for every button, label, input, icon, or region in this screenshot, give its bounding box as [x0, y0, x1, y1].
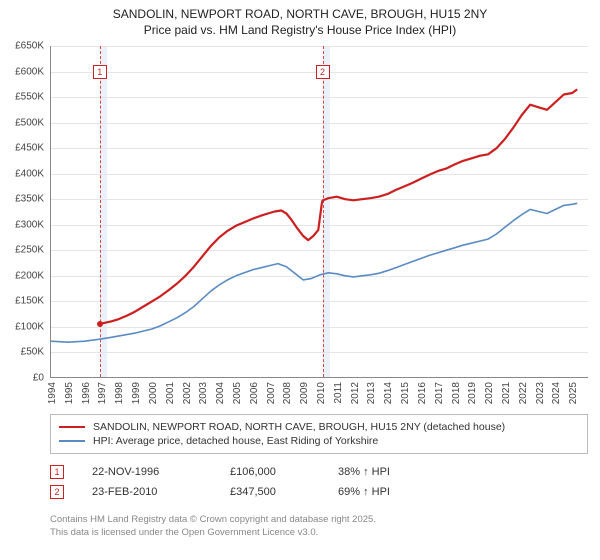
- chart-container: SANDOLIN, NEWPORT ROAD, NORTH CAVE, BROU…: [0, 0, 600, 560]
- x-axis-label: 1997: [97, 382, 108, 404]
- y-axis-label: £450K: [15, 143, 44, 154]
- y-axis-label: £350K: [15, 194, 44, 205]
- x-axis-label: 2013: [366, 382, 377, 404]
- sale-marker-box: 2: [316, 65, 330, 79]
- x-axis-label: 1998: [114, 382, 125, 404]
- y-axis-label: £400K: [15, 168, 44, 179]
- y-axis-label: £100K: [15, 321, 44, 332]
- x-axis-label: 2021: [501, 382, 512, 404]
- y-axis-label: £650K: [15, 41, 44, 52]
- footer-line-2: This data is licensed under the Open Gov…: [50, 527, 588, 540]
- legend-row-series-2: HPI: Average price, detached house, East…: [59, 434, 579, 448]
- x-axis-label: 2019: [467, 382, 478, 404]
- x-axis-label: 2004: [215, 382, 226, 404]
- plot-region: 12: [50, 46, 588, 378]
- sale-delta-1: 38% ↑ HPI: [338, 466, 390, 478]
- x-axis-label: 2000: [148, 382, 159, 404]
- y-axis-label: £200K: [15, 270, 44, 281]
- series-line-hpi: [51, 203, 577, 342]
- legend-label-2: HPI: Average price, detached house, East…: [93, 435, 378, 447]
- x-axis-label: 2009: [299, 382, 310, 404]
- y-axis-label: £550K: [15, 92, 44, 103]
- sales-row-2: 2 23-FEB-2010 £347,500 69% ↑ HPI: [50, 482, 588, 502]
- legend-swatch-2: [59, 440, 85, 442]
- legend-swatch-1: [59, 426, 85, 428]
- legend-label-1: SANDOLIN, NEWPORT ROAD, NORTH CAVE, BROU…: [93, 421, 505, 433]
- title-block: SANDOLIN, NEWPORT ROAD, NORTH CAVE, BROU…: [0, 0, 600, 40]
- series-line-price_paid: [100, 89, 577, 324]
- sale-price-2: £347,500: [230, 486, 310, 498]
- y-axis-label: £50K: [21, 347, 44, 358]
- y-axis-label: £0: [33, 373, 44, 384]
- sales-table: 1 22-NOV-1996 £106,000 38% ↑ HPI 2 23-FE…: [50, 462, 588, 502]
- x-axis-label: 2003: [198, 382, 209, 404]
- x-axis-label: 2001: [165, 382, 176, 404]
- sale-marker-box: 1: [93, 65, 107, 79]
- x-axis-label: 2002: [182, 382, 193, 404]
- y-axis-label: £300K: [15, 219, 44, 230]
- x-axis-label: 2015: [400, 382, 411, 404]
- y-axis-label: £150K: [15, 296, 44, 307]
- sale-delta-2: 69% ↑ HPI: [338, 486, 390, 498]
- x-axis-label: 2006: [249, 382, 260, 404]
- x-axis-label: 1999: [131, 382, 142, 404]
- x-axis-label: 2014: [383, 382, 394, 404]
- x-axis-label: 2010: [316, 382, 327, 404]
- x-axis-label: 2022: [518, 382, 529, 404]
- sale-marker-2: 2: [50, 485, 64, 499]
- title-line-1: SANDOLIN, NEWPORT ROAD, NORTH CAVE, BROU…: [0, 6, 600, 22]
- footer-attribution: Contains HM Land Registry data © Crown c…: [50, 514, 588, 540]
- x-axis-label: 1995: [64, 382, 75, 404]
- legend-row-series-1: SANDOLIN, NEWPORT ROAD, NORTH CAVE, BROU…: [59, 420, 579, 434]
- y-axis-label: £250K: [15, 245, 44, 256]
- x-axis-label: 2024: [551, 382, 562, 404]
- x-axis-label: 1996: [81, 382, 92, 404]
- series-start-dot: [97, 321, 103, 327]
- x-axis-label: 2012: [350, 382, 361, 404]
- sale-marker-1: 1: [50, 465, 64, 479]
- x-axis-label: 2005: [232, 382, 243, 404]
- sales-row-1: 1 22-NOV-1996 £106,000 38% ↑ HPI: [50, 462, 588, 482]
- title-line-2: Price paid vs. HM Land Registry's House …: [0, 22, 600, 38]
- x-axis-label: 2018: [451, 382, 462, 404]
- sale-date-2: 23-FEB-2010: [92, 486, 202, 498]
- x-axis-label: 2008: [282, 382, 293, 404]
- y-axis-label: £500K: [15, 117, 44, 128]
- sale-date-1: 22-NOV-1996: [92, 466, 202, 478]
- x-axis-label: 2025: [568, 382, 579, 404]
- x-axis-label: 2011: [333, 382, 344, 404]
- x-axis-label: 1994: [47, 382, 58, 404]
- footer-line-1: Contains HM Land Registry data © Crown c…: [50, 514, 588, 527]
- x-axis-label: 2007: [266, 382, 277, 404]
- x-axis-label: 2017: [434, 382, 445, 404]
- sale-price-1: £106,000: [230, 466, 310, 478]
- chart-area: 12 £0£50K£100K£150K£200K£250K£300K£350K£…: [50, 46, 588, 404]
- legend-box: SANDOLIN, NEWPORT ROAD, NORTH CAVE, BROU…: [50, 414, 588, 454]
- x-axis-label: 2016: [417, 382, 428, 404]
- x-axis-label: 2020: [484, 382, 495, 404]
- y-axis-label: £600K: [15, 66, 44, 77]
- x-axis-label: 2023: [535, 382, 546, 404]
- line-layer: [51, 46, 589, 378]
